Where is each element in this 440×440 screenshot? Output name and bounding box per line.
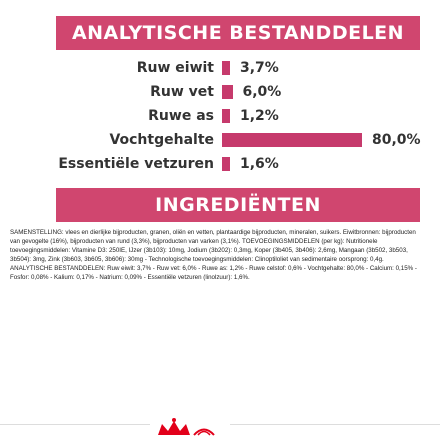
nutrient-bar xyxy=(222,157,230,171)
nutrient-row: Essentiële vetzuren 1,6% xyxy=(0,152,440,176)
nutrient-row: Ruwe as 1,2% xyxy=(0,104,440,128)
nutrient-bar xyxy=(222,109,230,123)
nutrient-value: 6,0% xyxy=(242,84,282,100)
nutrient-label: Essentiële vetzuren xyxy=(58,156,214,172)
nutrient-value: 80,0% xyxy=(372,132,421,148)
nutrient-bar xyxy=(222,61,230,75)
nutrient-label: Vochtgehalte xyxy=(109,132,214,148)
nutrient-label: Ruw vet xyxy=(150,84,214,100)
nutrient-bar xyxy=(222,133,362,147)
nutrient-row: Ruw eiwit 3,7% xyxy=(0,56,440,80)
nutrient-bar xyxy=(222,85,233,99)
ingredients-title: INGREDIËNTEN xyxy=(56,188,420,222)
nutrient-value: 3,7% xyxy=(240,60,279,76)
nutrient-row: Vochtgehalte 80,0% xyxy=(0,128,440,152)
analysis-title: ANALYTISCHE BESTANDDELEN xyxy=(56,16,420,50)
nutrient-value: 1,2% xyxy=(240,108,279,124)
composition-text: SAMENSTELLING: vlees en dierlijke bijpro… xyxy=(10,229,417,282)
royal-canin-crown-logo xyxy=(150,418,230,439)
nutrient-value: 1,6% xyxy=(240,156,279,172)
nutrient-label: Ruwe as xyxy=(148,108,214,124)
nutrient-label: Ruw eiwit xyxy=(136,60,214,76)
nutrient-row: Ruw vet 6,0% xyxy=(0,80,440,104)
